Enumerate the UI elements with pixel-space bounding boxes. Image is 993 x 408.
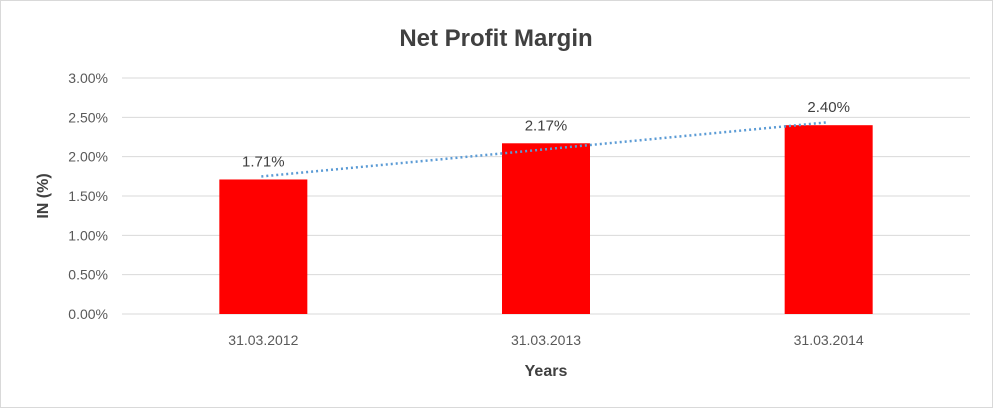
y-tick-label: 0.50% <box>68 267 108 283</box>
data-label: 1.71% <box>242 153 285 170</box>
x-tick-label: 31.03.2013 <box>511 332 581 348</box>
y-tick-label: 0.00% <box>68 306 108 322</box>
chart-title: Net Profit Margin <box>399 25 592 52</box>
data-label: 2.17% <box>525 117 568 134</box>
y-tick-label: 1.50% <box>68 188 108 204</box>
y-tick-label: 1.00% <box>68 227 108 243</box>
y-tick-label: 2.50% <box>68 109 108 125</box>
x-tick-label: 31.03.2014 <box>794 332 864 348</box>
data-label: 2.40% <box>807 99 850 116</box>
x-axis-label: Years <box>525 363 568 380</box>
bar <box>219 179 308 314</box>
bar <box>502 143 590 314</box>
y-axis-label: IN (%) <box>35 173 52 218</box>
y-tick-label: 3.00% <box>68 70 108 86</box>
x-tick-label: 31.03.2012 <box>228 332 298 348</box>
bar <box>784 125 873 314</box>
y-tick-label: 2.00% <box>68 149 108 165</box>
